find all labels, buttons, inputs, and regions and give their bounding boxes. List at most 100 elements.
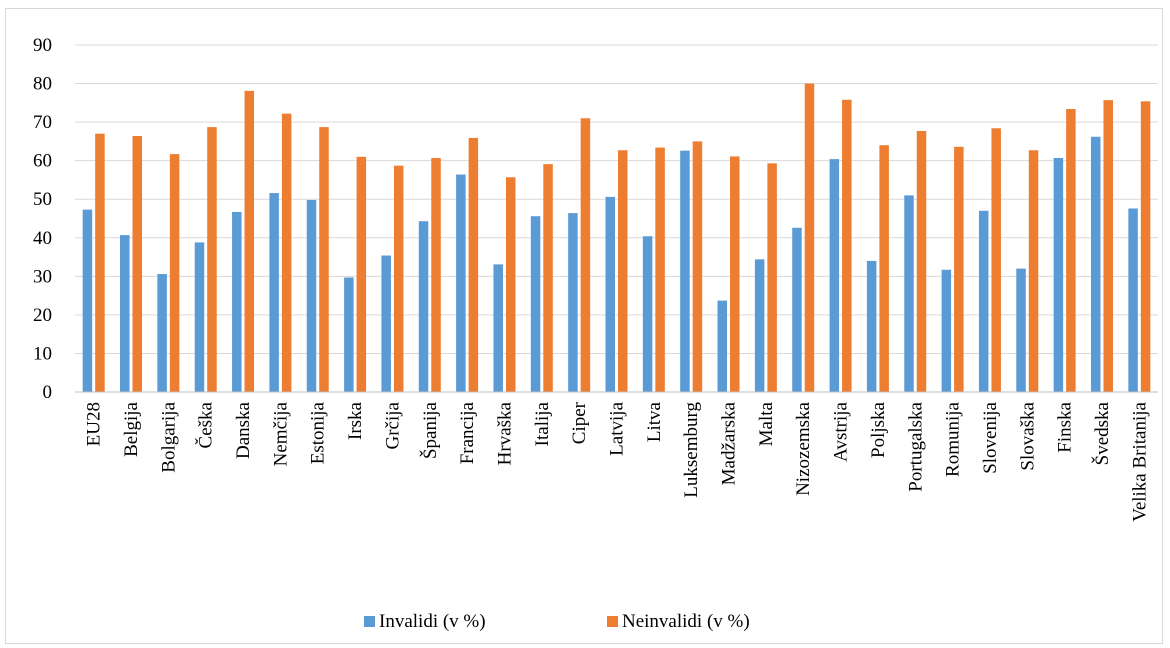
chart-area: 0 10 20 30 40 50 60 70 80 90 EU28 Belgija Bolgarija…	[33, 35, 1158, 632]
bar-invalidi	[232, 211, 242, 392]
bar-invalidi	[717, 300, 728, 392]
x-tick-label: Češka	[195, 401, 217, 448]
bar-invalidi	[568, 213, 578, 392]
bar-invalidi	[978, 210, 989, 392]
x-tick-label: Francija	[457, 401, 478, 464]
bar-invalidi	[680, 150, 690, 392]
bar-invalidi	[157, 274, 167, 392]
x-tick-label: Malta	[756, 401, 777, 446]
x-tick-label: Irska	[345, 401, 366, 440]
bar-invalidi	[605, 196, 615, 392]
x-tick-label: Španija	[419, 401, 441, 459]
bar-invalidi	[866, 260, 877, 392]
x-tick-label: Nemčija	[270, 401, 291, 466]
bar-neinvalidi	[655, 147, 665, 392]
legend: Invalidi (v %) Neinvalidi (v %)	[364, 611, 750, 632]
bar-invalidi	[306, 199, 317, 392]
bar-neinvalidi	[281, 113, 292, 392]
bar-invalidi	[418, 221, 429, 392]
bar-neinvalidi	[505, 177, 516, 392]
bar-neinvalidi	[132, 135, 143, 392]
bar-invalidi	[381, 255, 391, 392]
bar-invalidi	[829, 159, 840, 392]
bar-neinvalidi	[543, 164, 553, 392]
bar-invalidi	[456, 174, 466, 392]
bar-neinvalidi	[804, 83, 815, 392]
x-tick-label: Luksemburg	[681, 402, 702, 498]
bar-neinvalidi	[692, 141, 703, 392]
legend-swatch-neinvalidi	[607, 616, 618, 627]
gridlines	[75, 44, 1158, 354]
x-tick-label: Ciper	[569, 401, 590, 444]
bar-neinvalidi	[431, 157, 441, 392]
bar-invalidi	[1016, 268, 1026, 392]
bar-neinvalidi	[393, 165, 404, 392]
x-tick-label: Belgija	[121, 401, 142, 456]
bar-neinvalidi	[244, 90, 255, 392]
bars	[82, 83, 1151, 393]
y-tick-label: 80	[33, 74, 52, 95]
bar-neinvalidi	[954, 146, 964, 392]
legend-label-neinvalidi: Neinvalidi (v %)	[622, 611, 750, 632]
x-tick-label: Bolgarija	[158, 401, 179, 472]
bar-invalidi	[904, 195, 914, 392]
bar-invalidi	[493, 264, 503, 392]
x-tick-label: Romunija	[943, 401, 964, 477]
bar-invalidi	[1090, 136, 1101, 392]
bar-invalidi	[754, 259, 765, 392]
x-tick-label: EU28	[84, 402, 105, 446]
y-tick-label: 20	[33, 305, 52, 326]
bar-neinvalidi	[842, 99, 852, 392]
bar-neinvalidi	[730, 156, 740, 392]
bar-neinvalidi	[916, 130, 927, 392]
y-tick-label: 10	[33, 343, 52, 364]
bar-neinvalidi	[580, 118, 591, 392]
x-tick-label: Finska	[1055, 401, 1076, 452]
y-tick-label: 40	[33, 228, 52, 249]
x-tick-label: Grčija	[382, 401, 403, 449]
x-tick-label: Litva	[644, 401, 665, 442]
bar-invalidi	[1128, 208, 1138, 392]
bar-invalidi	[344, 277, 354, 392]
x-tick-label: Velika Britanija	[1129, 401, 1150, 521]
bar-invalidi	[82, 209, 93, 392]
bar-neinvalidi	[1140, 101, 1151, 392]
bar-neinvalidi	[356, 156, 367, 392]
bar-neinvalidi	[468, 137, 479, 392]
bar-neinvalidi	[618, 150, 628, 392]
bar-neinvalidi	[319, 127, 329, 393]
y-tick-label: 60	[33, 151, 52, 172]
bar-invalidi	[120, 235, 130, 392]
bar-invalidi	[269, 193, 279, 392]
chart-frame: 0 10 20 30 40 50 60 70 80 90 EU28 Belgija Bolgarija…	[5, 8, 1163, 644]
x-tick-label: Danska	[233, 401, 254, 459]
x-tick-label: Švedska	[1091, 401, 1113, 465]
y-tick-label: 70	[33, 112, 52, 133]
x-axis-category-labels: EU28 Belgija Bolgarija Češka Danska Nemčija Es…	[84, 401, 1151, 521]
bar-neinvalidi	[879, 145, 889, 392]
bar-invalidi	[642, 236, 653, 392]
y-axis-tick-labels: 0 10 20 30 40 50 60 70 80 90	[33, 35, 52, 403]
x-tick-label: Latvija	[607, 401, 628, 455]
bar-neinvalidi	[991, 128, 1001, 392]
bar-invalidi	[941, 269, 952, 392]
x-tick-label: Slovaška	[1017, 401, 1038, 470]
x-tick-label: Portugalska	[905, 401, 926, 491]
x-tick-label: Avstrija	[831, 401, 852, 461]
y-tick-label: 90	[33, 35, 52, 56]
x-tick-label: Poljska	[868, 401, 889, 458]
bar-neinvalidi	[767, 163, 777, 392]
legend-label-invalidi: Invalidi (v %)	[379, 611, 486, 632]
bar-invalidi	[194, 242, 205, 392]
y-tick-label: 30	[33, 266, 52, 287]
x-tick-label: Madžarska	[719, 401, 740, 485]
x-tick-label: Nizozemska	[793, 401, 814, 495]
bar-neinvalidi	[1103, 100, 1113, 392]
x-tick-label: Italija	[532, 401, 553, 446]
y-tick-label: 50	[33, 189, 52, 210]
legend-swatch-invalidi	[364, 616, 375, 627]
bar-neinvalidi	[1066, 109, 1076, 392]
x-tick-label: Estonija	[308, 401, 329, 464]
x-tick-label: Hrvaška	[494, 401, 515, 465]
bar-neinvalidi	[207, 127, 217, 393]
